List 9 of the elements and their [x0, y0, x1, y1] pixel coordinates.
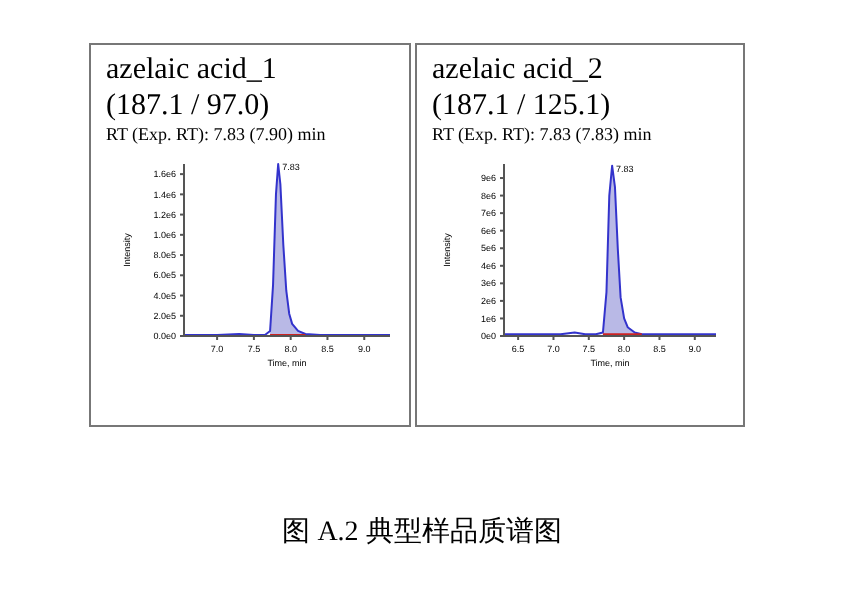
- chart-subtitle: (187.1 / 125.1): [432, 90, 611, 122]
- text: RT (Exp. RT): 7.83 (7.83) min: [432, 124, 653, 144]
- chart-title: azelaic acid_1: [106, 54, 277, 86]
- line-series: [503, 164, 717, 336]
- chart-title: azelaic acid_2: [432, 54, 603, 86]
- text: 图 A.2 典型样品质谱图: [282, 516, 562, 548]
- text: RT (Exp. RT): 7.83 (7.90) min: [106, 124, 327, 144]
- chart-subtitle: (187.1 / 97.0): [106, 90, 270, 122]
- line-series: [183, 163, 391, 336]
